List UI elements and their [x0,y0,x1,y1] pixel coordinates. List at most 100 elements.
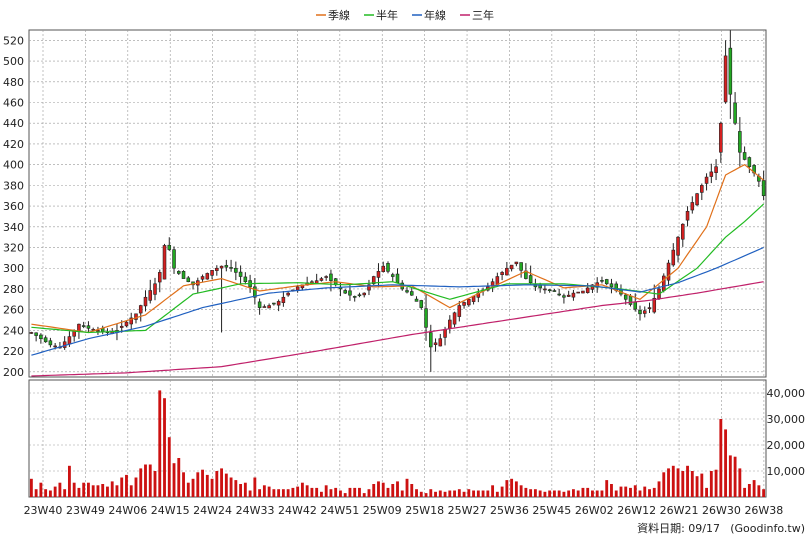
volume-bar [728,455,732,497]
volume-bar [63,489,67,497]
price-tick-label: 420 [3,138,24,151]
volume-bar [224,473,228,497]
volume-bar [182,472,185,497]
volume-bar [733,456,737,497]
volume-bar [196,472,200,497]
volume-bar [738,468,742,497]
candle-body [324,276,328,278]
volume-bar [319,491,323,497]
volume-bar [277,489,281,497]
candle-body [62,341,67,348]
candle-body [224,265,229,268]
volume-bar [491,485,495,497]
candle-body [219,265,224,269]
volume-bar [291,487,295,497]
week-tick-label: 26W38 [744,504,783,517]
candle-body [409,291,414,296]
volume-bar [34,489,38,497]
legend-label: 半年 [376,8,398,22]
candle-body [528,275,533,284]
ma-quarter-line [31,163,764,334]
candle-body [148,290,153,301]
volume-bar [348,487,352,497]
volume-bar [481,490,485,497]
price-y-axis: 200 220 240 260 280 300 320 340 360 380 400 420 440 4… [3,34,24,378]
volume-bar [44,489,48,497]
candle-body [390,274,395,277]
volume-bar [552,490,556,497]
volume-bar [529,489,533,497]
candle-body [642,310,647,314]
candle-body [200,276,205,280]
volume-bar [372,484,376,497]
candle-body [719,122,723,153]
volume-bar [258,489,262,497]
candle-body [91,329,95,331]
candle-body [357,294,362,297]
volume-bar [500,486,504,497]
volume-bar [743,487,747,497]
candle-body [253,286,257,298]
candle-body [243,276,248,283]
price-tick-label: 520 [3,34,24,47]
week-tick-label: 25W18 [405,504,444,517]
volume-bar [548,490,552,497]
volume-bar [605,480,609,497]
volume-bar [310,487,314,497]
volume-bar [205,474,209,497]
candle-body [34,332,38,336]
candle-body [429,332,433,348]
candle-body [462,302,466,306]
volume-bar [386,487,390,497]
price-grid [28,29,767,378]
volume-bar [762,489,766,497]
candle-body [138,305,143,314]
candle-body [343,290,347,294]
candle-body [609,283,614,288]
candle-body [633,301,638,310]
candle-body [623,294,628,300]
volume-bar [524,487,528,497]
price-tick-label: 480 [3,76,24,89]
volume-bar [106,486,109,497]
week-tick-label: 26W30 [702,504,741,517]
candle-body [547,289,552,291]
volume-bar [690,471,694,497]
volume-bar [415,489,418,497]
volume-bar [567,490,571,497]
volume-bar [462,491,466,497]
candle-body [467,299,471,306]
volume-bar [210,478,214,497]
data-date-label: 資料日期: 09/17 [637,521,720,535]
volume-bar [367,489,371,497]
volume-bar [396,481,399,497]
candle-body [562,295,566,298]
volume-y-axis: 10,000 20,000 30,000 40,000 [767,387,806,478]
volume-bar [281,489,285,497]
volume-bar [657,481,661,497]
candle-body [600,280,604,282]
candle-body [267,305,271,309]
candle-body [733,102,737,124]
candle-body [181,271,186,279]
volume-bar [67,465,71,497]
candle-body [514,261,519,265]
candle-body [48,340,53,346]
volume-bar [667,468,670,497]
volume-bar [686,465,689,497]
candle-body [628,295,633,305]
volume-bar [419,491,423,497]
volume-bar [424,493,428,497]
week-tick-label: 26W21 [660,504,699,517]
candle-body [29,332,34,334]
volume-bar [581,487,585,497]
volume-bar [377,481,380,497]
candle-body [661,275,666,291]
price-tick-label: 340 [3,221,24,234]
volume-bar [391,484,395,497]
candle-body [67,336,72,345]
candle-body [704,176,709,184]
chart-legend: 季線 半年 年線 三年 [316,8,494,22]
volume-bar [757,485,761,497]
